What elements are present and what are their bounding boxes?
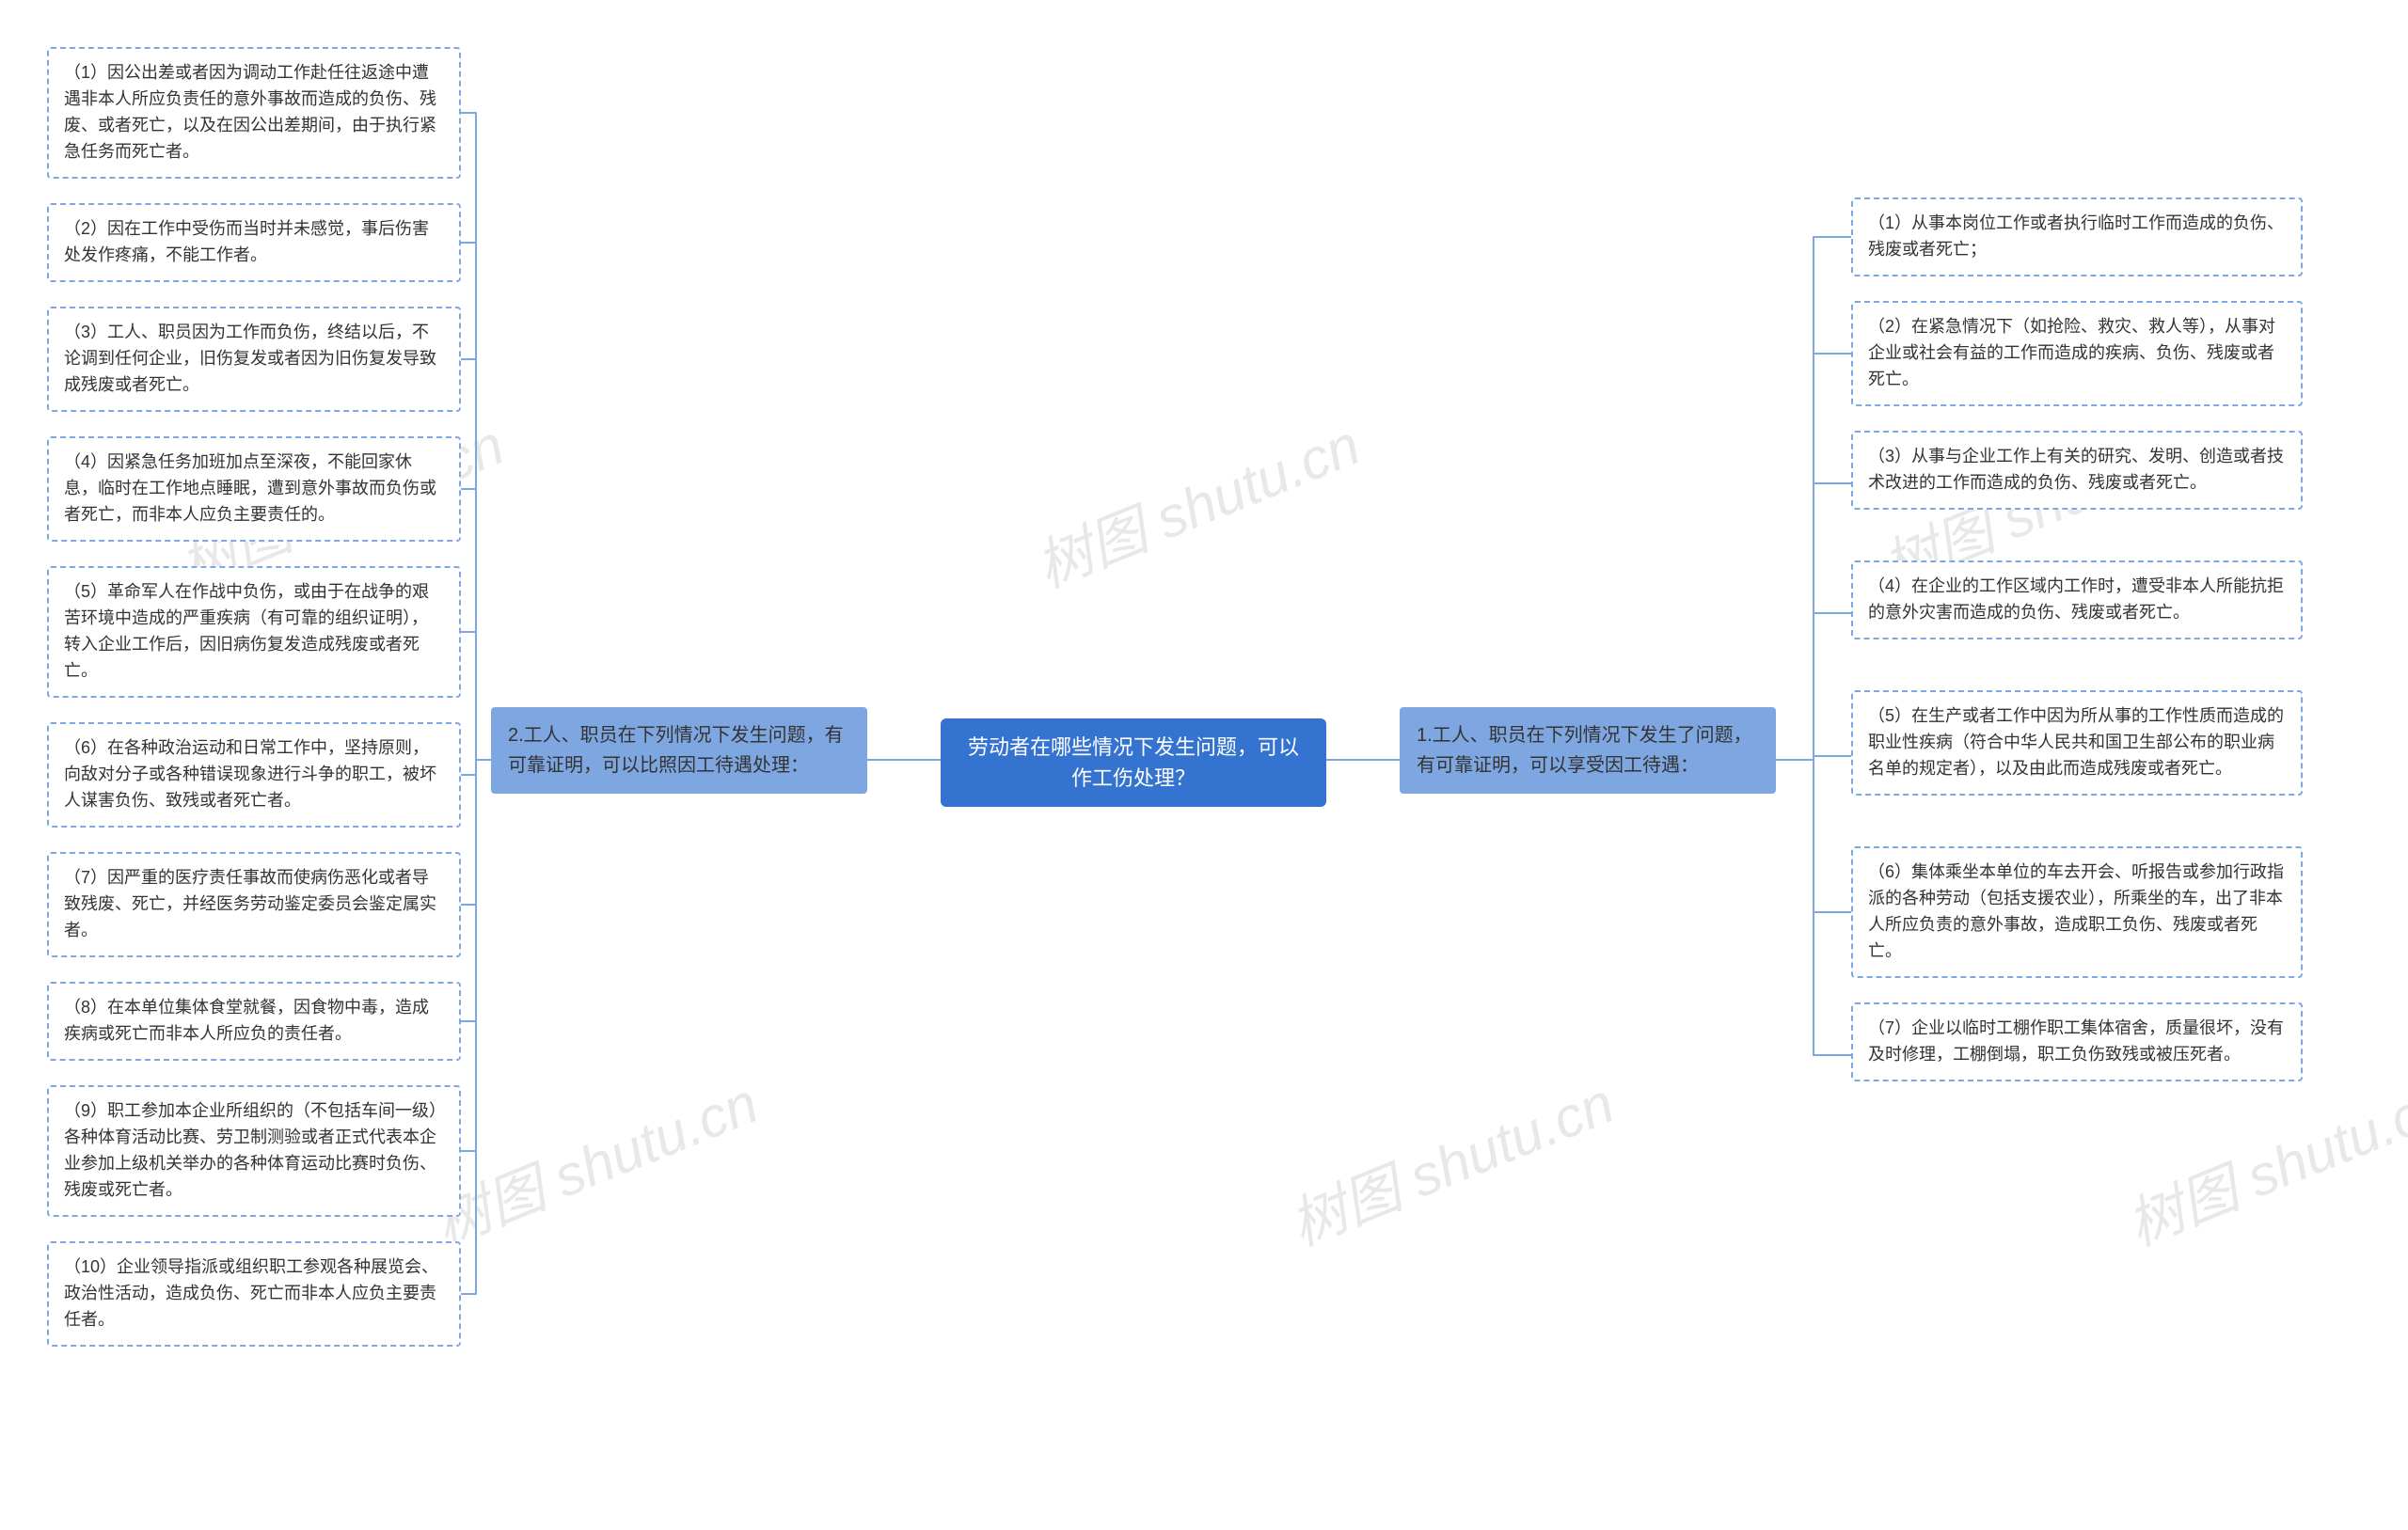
leaf-node-l7: （7）因严重的医疗责任事故而使病伤恶化或者导致残废、死亡，并经医务劳动鉴定委员会… [47,852,461,957]
leaf-node-l5: （5）革命军人在作战中负伤，或由于在战争的艰苦环境中造成的严重疾病（有可靠的组织… [47,566,461,698]
connector [1776,760,1851,1055]
leaf-node-r4: （4）在企业的工作区域内工作时，遭受非本人所能抗拒的意外灾害而造成的负伤、残废或… [1851,560,2303,639]
leaf-node-r2: （2）在紧急情况下（如抢险、救灾、救人等），从事对企业或社会有益的工作而造成的疾… [1851,301,2303,406]
leaf-node-l4: （4）因紧急任务加班加点至深夜，不能回家休息，临时在工作地点睡眠，遭到意外事故而… [47,436,461,542]
leaf-node-r5: （5）在生产或者工作中因为所从事的工作性质而造成的职业性疾病（符合中华人民共和国… [1851,690,2303,796]
connector [1776,613,1851,760]
branch-node-b1: 1.工人、职员在下列情况下发生了问题，有可靠证明，可以享受因工待遇： [1400,707,1776,794]
leaf-node-l10: （10）企业领导指派或组织职工参观各种展览会、政治性活动，造成负伤、死亡而非本人… [47,1241,461,1347]
leaf-node-l8: （8）在本单位集体食堂就餐，因食物中毒，造成疾病或死亡而非本人所应负的责任者。 [47,982,461,1061]
leaf-node-l1: （1）因公出差或者因为调动工作赴任往返途中遭遇非本人所应负责任的意外事故而造成的… [47,47,461,179]
center-node: 劳动者在哪些情况下发生问题，可以作工伤处理？ [941,718,1326,807]
branch-node-b2: 2.工人、职员在下列情况下发生问题，有可靠证明，可以比照因工待遇处理： [491,707,867,794]
leaf-node-r6: （6）集体乘坐本单位的车去开会、听报告或参加行政指派的各种劳动（包括支援农业），… [1851,846,2303,978]
leaf-node-r1: （1）从事本岗位工作或者执行临时工作而造成的负伤、残废或者死亡； [1851,197,2303,276]
leaf-node-r3: （3）从事与企业工作上有关的研究、发明、创造或者技术改进的工作而造成的负伤、残废… [1851,431,2303,510]
leaf-node-l6: （6）在各种政治运动和日常工作中，坚持原则，向敌对分子或各种错误现象进行斗争的职… [47,722,461,828]
leaf-node-l3: （3）工人、职员因为工作而负伤，终结以后，不论调到任何企业，旧伤复发或者因为旧伤… [47,307,461,412]
leaf-node-r7: （7）企业以临时工棚作职工集体宿舍，质量很坏，没有及时修理，工棚倒塌，职工负伤致… [1851,1002,2303,1081]
connector [461,632,491,760]
leaf-node-l2: （2）因在工作中受伤而当时并未感觉，事后伤害处发作疼痛，不能工作者。 [47,203,461,282]
leaf-node-l9: （9）职工参加本企业所组织的（不包括车间一级）各种体育活动比赛、劳卫制测验或者正… [47,1085,461,1217]
connector [461,760,491,1294]
